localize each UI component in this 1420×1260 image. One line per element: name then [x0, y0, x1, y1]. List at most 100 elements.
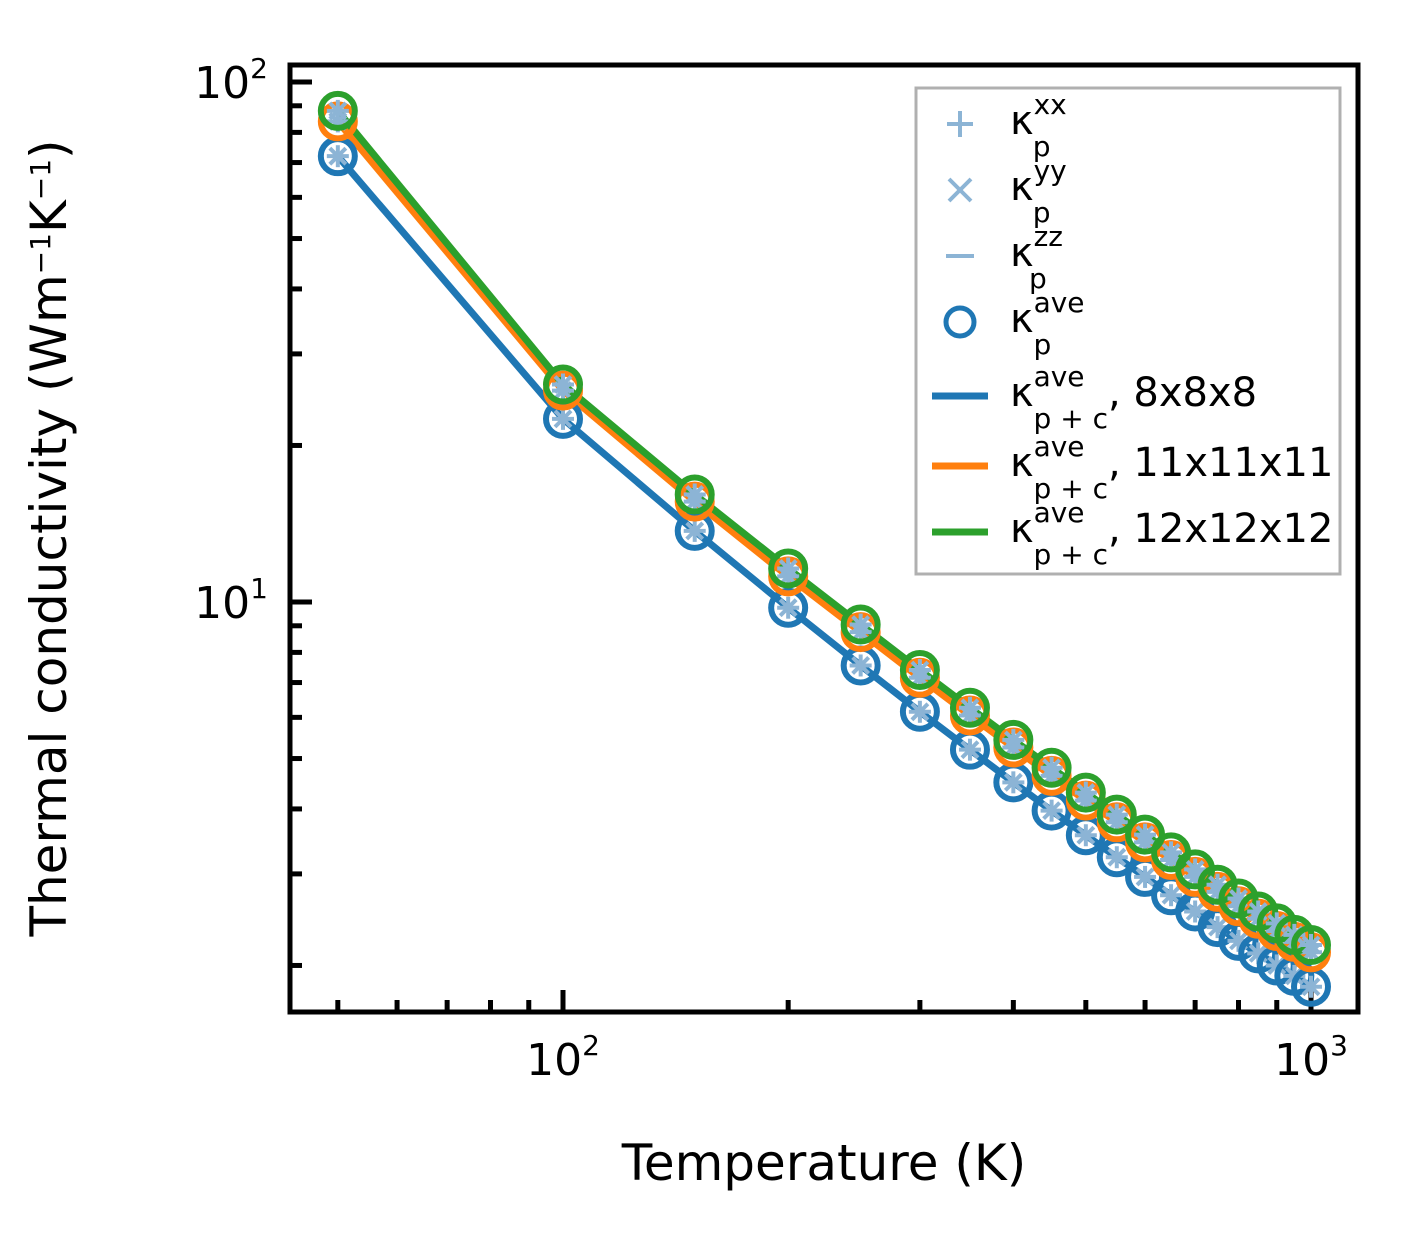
- legend-frame: [914, 86, 1342, 576]
- legend-kappa: κ: [1010, 98, 1034, 144]
- x-axis-title: Temperature (K): [621, 1134, 1026, 1192]
- data-point: [674, 474, 715, 515]
- marker-cross-yy: [1076, 825, 1096, 845]
- y-axis-title-mid: K: [20, 199, 78, 233]
- x-tick-exponent: 2: [582, 1029, 600, 1062]
- legend-superscript: xx: [1034, 88, 1067, 121]
- marker-cross-yy: [553, 375, 573, 394]
- svg-text:Thermal conductivity (Wm−1K−1): Thermal conductivity (Wm−1K−1): [20, 139, 78, 937]
- marker-cross-yy: [778, 598, 798, 618]
- marker-cross-yy: [1229, 931, 1248, 951]
- marker-cross-yy: [960, 698, 980, 718]
- data-point: [899, 649, 940, 690]
- marker-cross-yy: [1248, 943, 1268, 963]
- marker-cross-yy: [1135, 867, 1155, 887]
- data-point: [949, 687, 990, 728]
- marker-cross-yy: [1301, 977, 1321, 997]
- marker-cross-yy: [1161, 842, 1181, 862]
- legend-subscript: p: [1029, 262, 1047, 295]
- data-point: [1125, 856, 1166, 897]
- marker-cross-yy: [778, 559, 798, 578]
- legend-superscript: ave: [1034, 360, 1085, 393]
- legend-superscript: yy: [1034, 154, 1067, 187]
- y-tick-mantissa: 10: [194, 578, 250, 629]
- marker-cross-yy: [1107, 805, 1127, 825]
- legend-subscript: p: [1033, 130, 1051, 163]
- legend-label: κyy p: [1010, 154, 1067, 229]
- marker-cross-yy: [328, 101, 348, 121]
- y-axis-title-main: Thermal conductivity (Wm: [20, 274, 78, 937]
- marker-cross-yy: [1003, 730, 1023, 750]
- legend-label: κxx p: [1010, 88, 1067, 163]
- marker-cross-yy: [1161, 885, 1181, 905]
- legend-subscript: p + c: [1034, 402, 1108, 435]
- marker-cross-yy: [685, 521, 705, 541]
- x-tick-label: 102: [526, 1029, 600, 1086]
- marker-cross-yy: [553, 409, 573, 429]
- marker-circle-ave: [949, 687, 990, 728]
- legend-kappa: κ: [1010, 440, 1034, 486]
- data-point: [1096, 794, 1137, 835]
- y-axis-title-sup1: −1: [24, 233, 57, 274]
- marker-circle-ave: [993, 719, 1034, 760]
- y-tick-label: 101: [194, 572, 268, 629]
- data-point: [840, 604, 881, 645]
- marker-circle-ave: [674, 474, 715, 515]
- marker-cross-yy: [1042, 758, 1062, 778]
- legend-item[interactable]: κave p: [943, 286, 1085, 361]
- legend-kappa: κ: [1010, 506, 1034, 552]
- legend-item[interactable]: κzz p: [946, 220, 1063, 295]
- legend-item[interactable]: κave p + c, 8x8x8: [932, 360, 1257, 435]
- data-point: [768, 548, 809, 589]
- legend-subscript: p: [1034, 328, 1052, 361]
- plot-frame: [287, 62, 1361, 1015]
- y-axis-title: Thermal conductivity (Wm−1K−1): [20, 139, 78, 937]
- marker-cross-yy: [1267, 913, 1287, 933]
- legend-label: κave p + c, 11x11x11: [1010, 430, 1333, 505]
- marker-cross-yy: [1301, 935, 1321, 955]
- marker-cross-yy: [328, 146, 348, 166]
- legend-label: κave p: [1010, 286, 1085, 361]
- x-axis-tick-labels: 102 103: [526, 1029, 1348, 1086]
- y-axis-ticks: [290, 79, 312, 968]
- x-tick-exponent: 3: [1330, 1029, 1348, 1062]
- marker-cross-yy: [685, 485, 705, 504]
- marker-cross-yy: [1248, 902, 1268, 921]
- marker-cross-yy: [960, 740, 980, 760]
- marker-circle-ave: [543, 364, 583, 405]
- marker-cross-yy: [910, 660, 930, 680]
- x-tick-mantissa: 10: [526, 1035, 582, 1086]
- y-tick-label: 102: [194, 52, 268, 109]
- legend-superscript: ave: [1034, 496, 1085, 529]
- legend-kappa: κ: [1010, 230, 1034, 276]
- marker-cross-yy: [1208, 875, 1227, 895]
- legend-cross-icon: [947, 177, 973, 203]
- legend-kappa: κ: [1010, 370, 1034, 416]
- legend-item[interactable]: κave p + c, 11x11x11: [932, 430, 1333, 505]
- legend-subscript: p: [1033, 196, 1051, 229]
- data-point: [993, 719, 1034, 760]
- marker-circle-ave: [1065, 772, 1106, 813]
- legend-item[interactable]: κave p + c, 12x12x12: [932, 496, 1333, 571]
- legend-superscript: ave: [1034, 430, 1085, 463]
- y-axis-title-sup2: −1: [24, 159, 57, 200]
- legend-item[interactable]: κxx p: [947, 88, 1067, 163]
- data-point: [543, 364, 583, 405]
- legend-item[interactable]: κyy p: [947, 154, 1067, 229]
- marker-cross-yy: [910, 702, 930, 722]
- legend-label: κzz p: [1010, 220, 1063, 295]
- marker-circle-ave: [317, 90, 358, 131]
- x-tick-label: 103: [1274, 1029, 1348, 1086]
- legend-kappa: κ: [1010, 164, 1034, 210]
- data-point: [317, 90, 358, 131]
- marker-cross-yy: [1076, 783, 1096, 803]
- marker-circle-ave: [1218, 878, 1259, 919]
- legend-suffix: , 12x12x12: [1108, 506, 1333, 552]
- marker-cross-yy: [1107, 847, 1127, 867]
- marker-circle-ave: [1096, 794, 1137, 835]
- x-axis-ticks: [335, 990, 1314, 1012]
- marker-cross-yy: [1229, 889, 1248, 908]
